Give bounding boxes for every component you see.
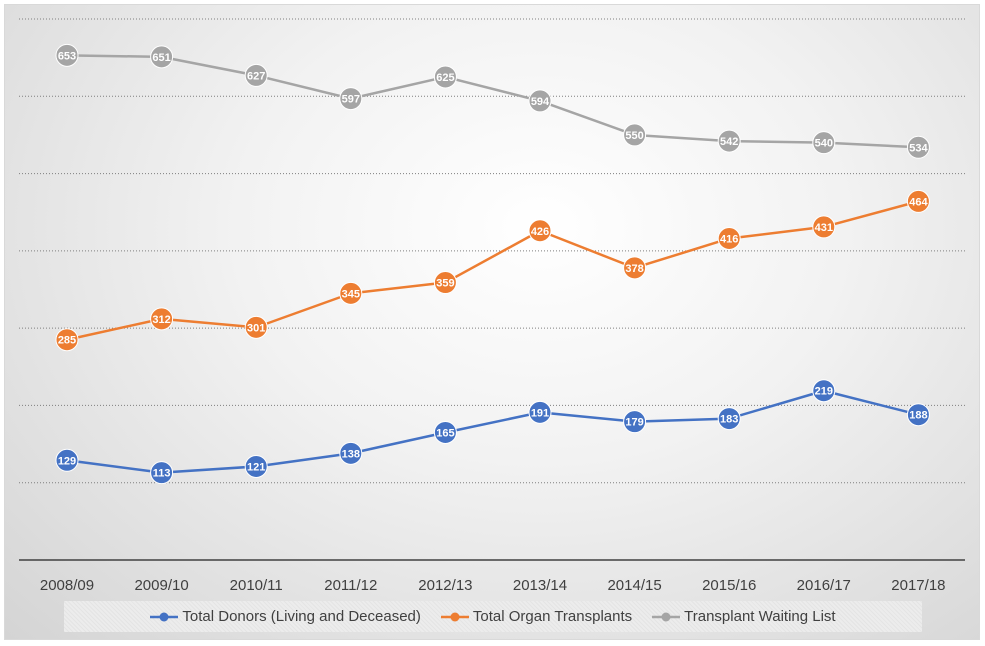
data-point [623,410,647,434]
x-tick-label: 2016/17 [797,577,851,594]
data-point [433,65,457,89]
data-label: 345 [342,288,360,300]
data-label: 188 [909,410,927,422]
x-tick-label: 2015/16 [702,577,756,594]
data-label: 550 [625,130,643,142]
data-point [244,454,268,478]
data-point [55,43,79,67]
series-line [66,389,919,474]
x-tick-label: 2009/10 [134,577,188,594]
data-point [717,226,741,250]
data-point [528,219,552,243]
data-point [812,215,836,239]
x-tick-label: 2013/14 [513,577,567,594]
data-label: 138 [342,448,360,460]
data-point [906,135,930,159]
data-label: 359 [436,278,454,290]
x-tick-label: 2011/12 [324,577,377,594]
data-label: 597 [342,94,360,106]
data-point [244,63,268,87]
data-point [906,403,930,427]
legend-item: Total Organ Transplants [440,608,633,625]
data-label: 312 [152,314,170,326]
series-line [66,54,919,149]
series-2: 285 312 301 345 359 426 378 416 431 464 [55,189,930,352]
data-point [906,189,930,213]
x-tick-label: 2014/15 [607,577,661,594]
data-label: 416 [720,233,738,245]
data-label: 219 [815,386,833,398]
series-1: 129 113 121 138 165 191 179 183 219 188 [55,379,930,485]
data-point [623,256,647,280]
data-label: 651 [152,52,170,64]
data-label: 464 [909,196,928,208]
data-point [812,131,836,155]
data-label: 542 [720,136,738,148]
data-point [55,328,79,352]
data-point [55,448,79,472]
data-label: 301 [247,322,265,334]
data-point [339,281,363,305]
data-label: 627 [247,70,265,82]
data-label: 431 [815,222,833,234]
data-point [150,461,174,485]
data-label: 378 [625,263,643,275]
legend-marker [440,612,469,621]
x-tick-label: 2012/13 [418,577,472,594]
data-point [623,123,647,147]
data-point [433,420,457,444]
data-label: 191 [531,407,549,419]
data-label: 653 [58,50,76,62]
data-label: 179 [625,417,643,429]
data-label: 183 [720,414,738,426]
data-label: 625 [436,72,454,84]
data-point [339,87,363,111]
data-point [528,89,552,113]
data-label: 113 [153,468,171,480]
legend: Total Donors (Living and Deceased) Total … [64,601,922,632]
data-label: 129 [58,455,76,467]
legend-label: Transplant Waiting List [684,608,836,625]
legend-marker [150,612,179,621]
data-label: 534 [909,142,928,154]
data-label: 540 [815,138,833,150]
series-3: 653 651 627 597 625 594 550 542 540 534 [55,43,930,159]
data-point [150,307,174,331]
data-label: 594 [531,96,550,108]
data-point [717,407,741,431]
legend-marker [652,612,681,621]
data-label: 165 [436,427,454,439]
data-point [812,379,836,403]
data-point [528,400,552,424]
data-point [244,315,268,339]
data-label: 426 [531,226,549,238]
data-point [339,441,363,465]
x-axis-ticks: 2008/09 2009/10 2010/11 2011/12 2012/13 2013/… [40,577,946,594]
x-tick-label: 2008/09 [40,577,94,594]
legend-item: Total Donors (Living and Deceased) [150,608,421,625]
data-point [433,271,457,295]
legend-label: Total Donors (Living and Deceased) [182,608,421,625]
series-line [66,200,919,341]
series-layer: 129 113 121 138 165 191 179 183 219 188 285 312 301 3… [55,43,930,485]
legend-item: Transplant Waiting List [652,608,836,625]
data-label: 285 [58,335,76,347]
data-point [717,129,741,153]
legend-label: Total Organ Transplants [472,608,633,625]
x-tick-label: 2010/11 [230,577,283,594]
x-tick-label: 2017/18 [891,577,945,594]
data-point [150,45,174,69]
data-label: 121 [247,461,265,473]
